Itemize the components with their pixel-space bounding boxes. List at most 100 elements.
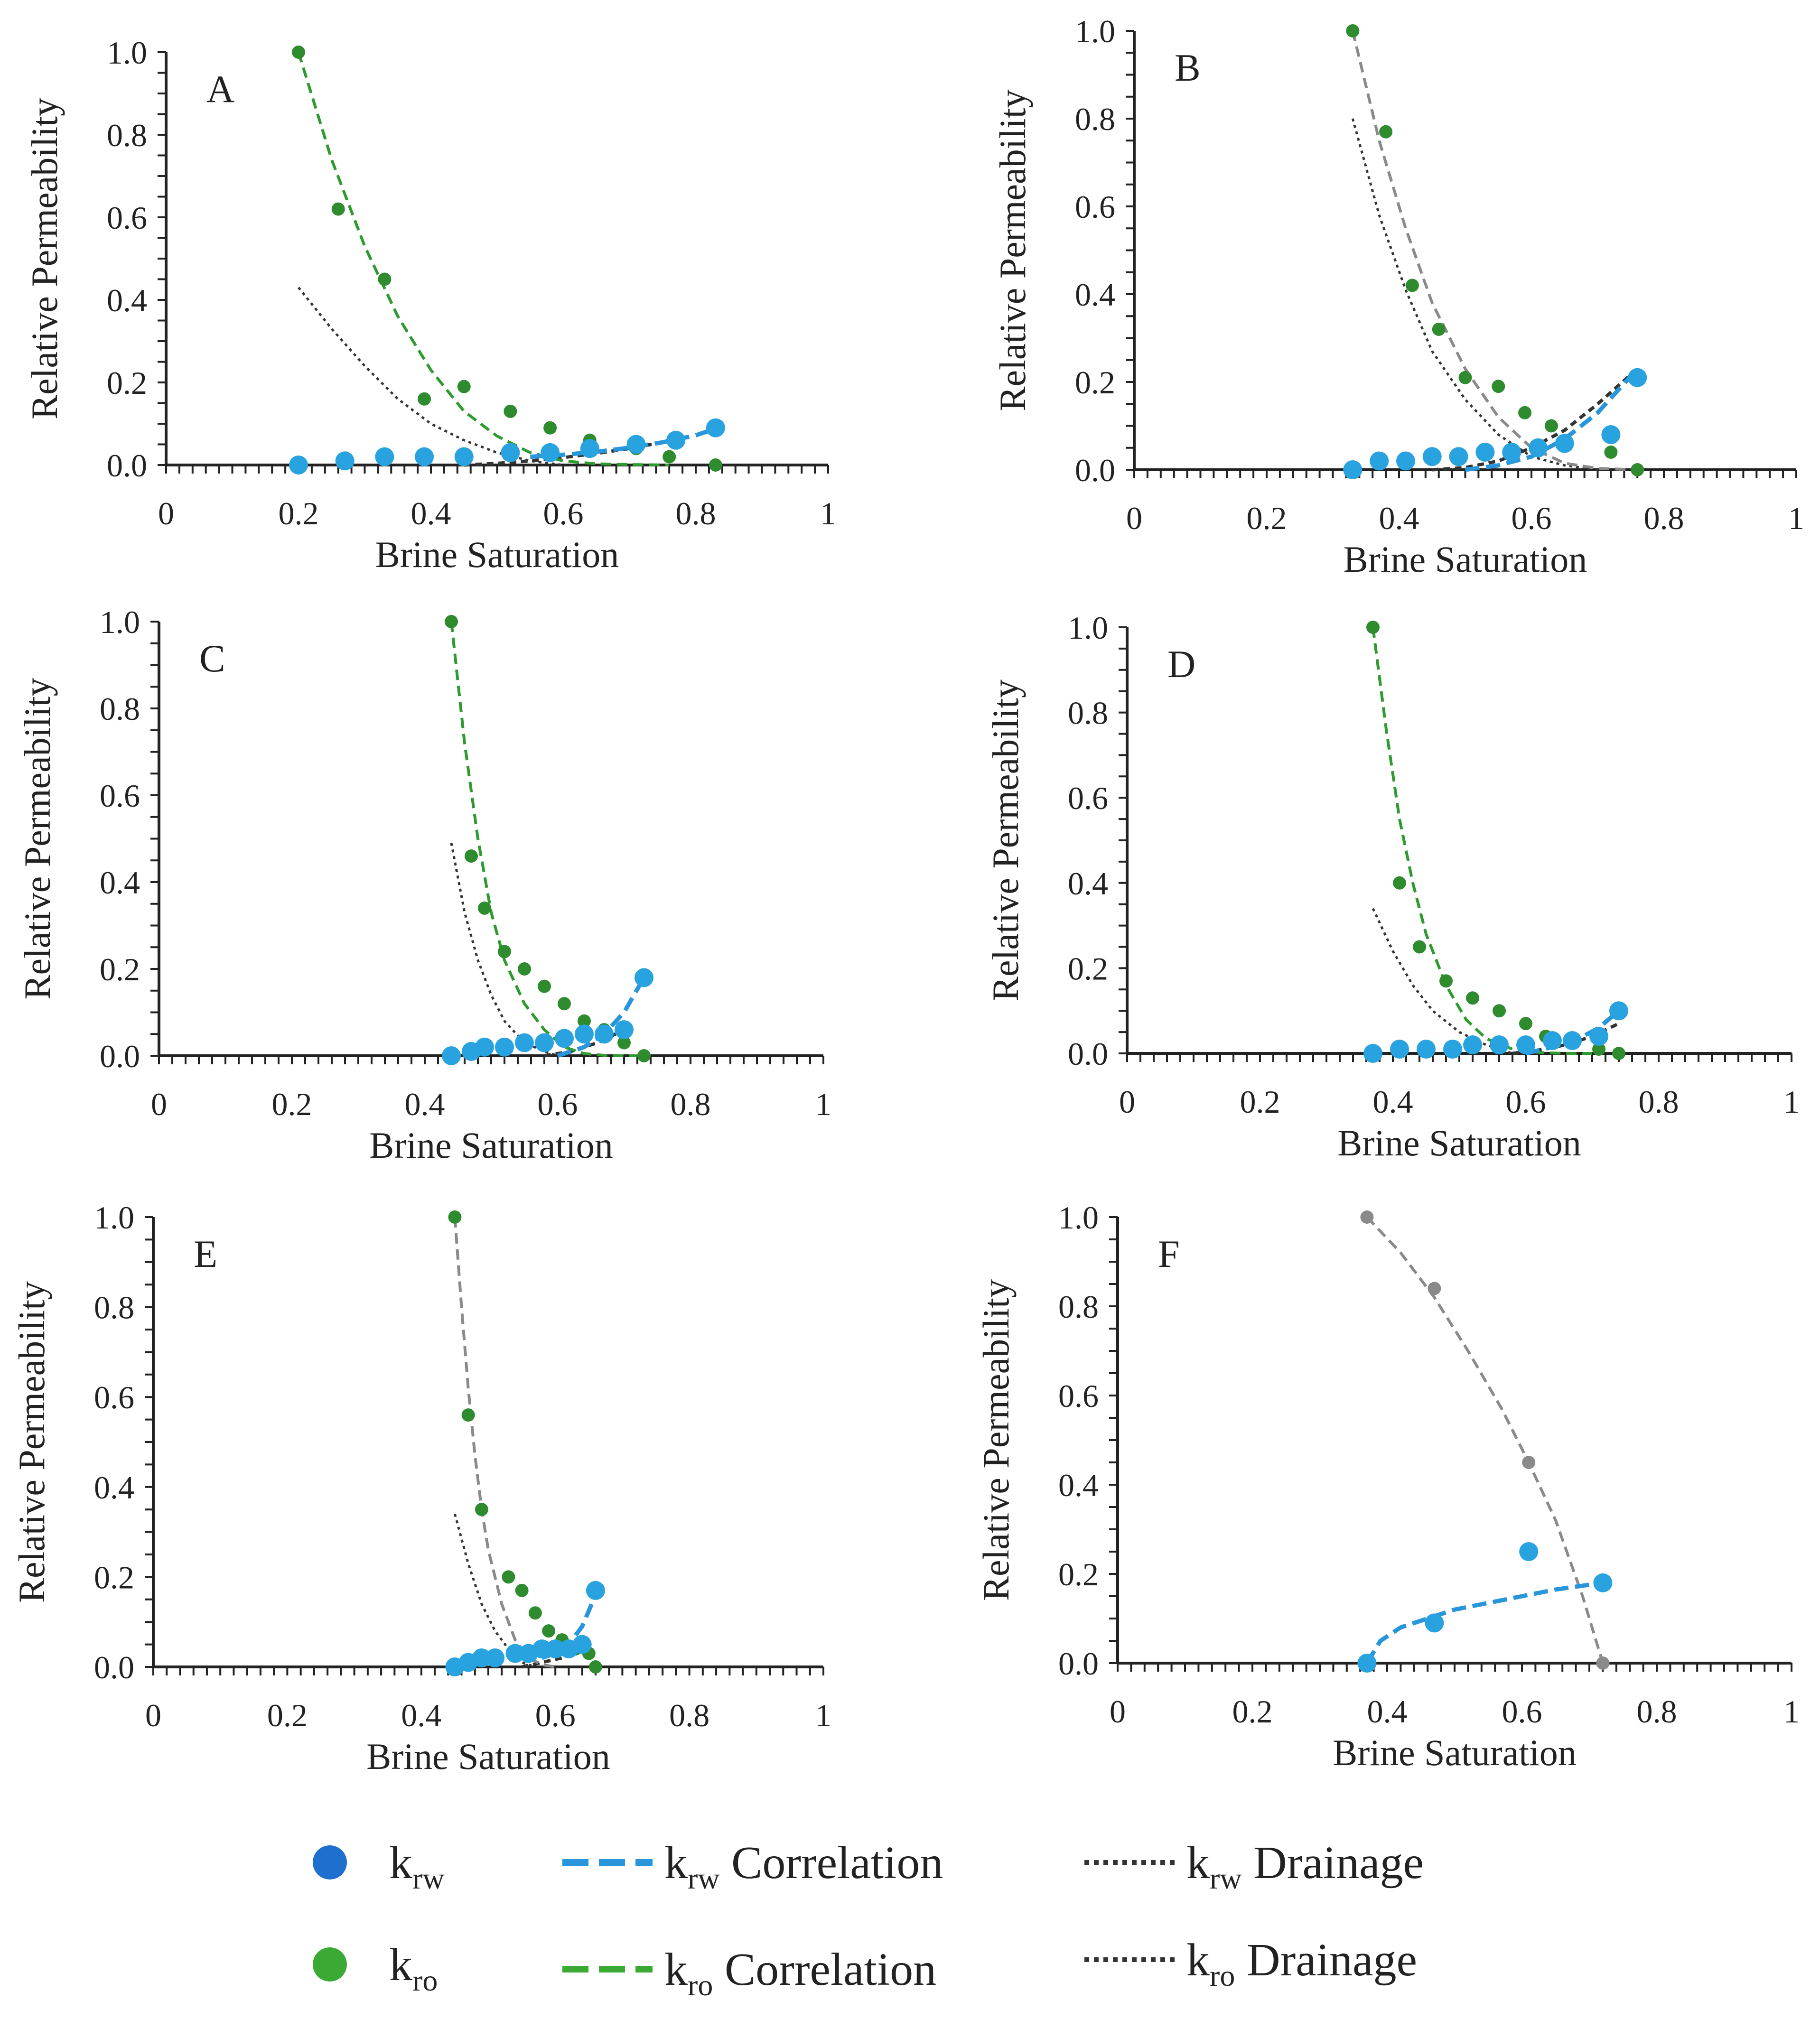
kro-point <box>1544 419 1558 433</box>
x-tick-label: 0.4 <box>405 1086 445 1122</box>
x-tick-label: 1 <box>820 495 836 531</box>
y-tick-label: 0.8 <box>100 691 140 727</box>
x-tick-label: 0.6 <box>1502 1693 1542 1730</box>
krw-point <box>1425 1613 1444 1633</box>
krw-point <box>532 1639 551 1659</box>
kro-point <box>578 1014 591 1028</box>
y-tick-label: 0.6 <box>1075 189 1115 225</box>
kro-point <box>558 997 571 1011</box>
x-axis-title: Brine Saturation <box>366 1736 610 1777</box>
krw-point <box>635 968 653 987</box>
y-tick-label: 0.0 <box>94 1649 134 1685</box>
krw-point <box>1555 434 1574 453</box>
y-tick-label: 0.0 <box>1058 1646 1099 1682</box>
kro-point <box>1612 1047 1625 1060</box>
kro-point <box>1379 125 1393 139</box>
legend-item-krw-correlation: krw Correlation <box>562 1837 943 1895</box>
y-tick-label: 0.6 <box>94 1379 134 1415</box>
x-tick-label: 0.4 <box>1367 1693 1408 1730</box>
y-tick-label: 0.8 <box>107 117 147 153</box>
krw-point <box>415 447 434 466</box>
kro-point <box>538 979 551 993</box>
kro-point <box>543 421 557 435</box>
y-axis-title: Relative Permeability <box>24 98 65 419</box>
x-tick-label: 0 <box>158 495 174 531</box>
legend-item-krw: krw <box>313 1837 445 1895</box>
y-axis-title: Relative Permeability <box>975 1279 1017 1601</box>
x-tick-label: 0.8 <box>1637 1693 1677 1730</box>
kro-point <box>637 1049 651 1062</box>
y-tick-label: 1.0 <box>1075 13 1115 49</box>
y-tick-label: 0.0 <box>1068 1036 1108 1072</box>
legend-item-krw-drainage: krw Drainage <box>1084 1837 1424 1895</box>
chart-panel-e: 0 0.2 0.4 0.6 0.8 1 0.0 0.2 0.4 0.6 0.8 1.0 Brine Sa… <box>11 1200 831 1777</box>
kro-point <box>418 392 431 406</box>
krw-point <box>586 1581 605 1600</box>
x-tick-label: 0.2 <box>272 1086 312 1122</box>
y-tick-label: 0.4 <box>100 865 140 901</box>
x-tick-label: 0.4 <box>401 1697 441 1733</box>
kro-point <box>478 901 491 915</box>
y-tick-label: 0.4 <box>1075 277 1115 313</box>
x-tick-label: 0 <box>1110 1693 1126 1730</box>
krw-point <box>1490 1035 1509 1055</box>
kro-point <box>1466 991 1479 1005</box>
krw-point <box>495 1037 514 1057</box>
legend-kro-marker <box>313 1947 347 1982</box>
krw-point <box>485 1648 505 1668</box>
krw-point <box>1502 443 1521 462</box>
krw-correlation-line <box>1365 1581 1604 1665</box>
x-tick-label: 0 <box>145 1697 161 1733</box>
kro-correlation-line <box>450 621 644 1057</box>
legend: krw krw Correlation krw Drainage kro kro… <box>313 1837 1424 2002</box>
kro-correlation-line <box>1351 30 1638 471</box>
legend-kro-label: kro <box>389 1939 438 1997</box>
legend-kro-correlation-label: kro Correlation <box>664 1944 936 2002</box>
legend-item-kro-drainage: kro Drainage <box>1084 1935 1417 1992</box>
y-tick-label: 0.6 <box>1058 1378 1099 1414</box>
chart-panel-c: 0 0.2 0.4 0.6 0.8 1 0.0 0.2 0.4 0.6 0.8 1.0 Brine Sa… <box>17 604 831 1166</box>
chart-panel-f: 0 0.2 0.4 0.6 0.8 1 0.0 0.2 0.4 0.6 0.8 1.0 Brine Sa… <box>975 1200 1800 1773</box>
chart-panel-b: 0 0.2 0.4 0.6 0.8 1 0.0 0.2 0.4 0.6 0.8 1.0 Brine Sa… <box>992 13 1804 580</box>
y-tick-label: 1.0 <box>94 1200 134 1236</box>
kro-point <box>1518 406 1532 419</box>
x-axis-title: Brine Saturation <box>1337 1122 1581 1163</box>
legend-kro-drainage-label: kro Drainage <box>1186 1935 1417 1992</box>
chart-panels: 0 0.2 0.4 0.6 0.8 1 0.0 0.2 0.4 0.6 0.8 1.0 Brine Sa… <box>11 13 1804 1777</box>
krw-point <box>575 1024 594 1044</box>
kro-point <box>1596 1656 1610 1670</box>
kro-point <box>1346 24 1360 37</box>
x-tick-label: 0.2 <box>1240 1084 1280 1120</box>
kro-point <box>1592 1042 1605 1056</box>
y-tick-label: 0.6 <box>1068 780 1108 816</box>
panel-label-e: E <box>194 1232 217 1275</box>
krw-point <box>580 439 599 458</box>
x-tick-label: 0.4 <box>411 495 451 531</box>
y-tick-label: 0.8 <box>1075 101 1115 137</box>
x-tick-label: 0.6 <box>1506 1084 1546 1120</box>
krw-point <box>1519 1542 1539 1561</box>
y-tick-label: 0.2 <box>1075 364 1115 400</box>
x-tick-label: 0.2 <box>279 495 319 531</box>
kro-point <box>1432 323 1446 336</box>
kro-point <box>1428 1282 1441 1295</box>
panel-label-d: D <box>1167 642 1195 686</box>
krw-point <box>1601 425 1621 444</box>
kro-point <box>1360 1210 1374 1224</box>
panel-label-a: A <box>206 67 234 111</box>
x-tick-label: 0 <box>1119 1084 1135 1120</box>
kro-point <box>1439 974 1453 988</box>
legend-krw-label: krw <box>389 1837 445 1895</box>
krw-point <box>626 435 646 454</box>
x-tick-label: 0.6 <box>535 1697 576 1733</box>
kro-point <box>663 450 676 464</box>
krw-point <box>1475 443 1495 462</box>
y-tick-label: 1.0 <box>107 35 147 71</box>
legend-krw-drainage-label: krw Drainage <box>1186 1837 1424 1895</box>
y-tick-label: 0.2 <box>94 1559 134 1595</box>
x-axis-title: Brine Saturation <box>369 1125 613 1166</box>
kro-point <box>1413 940 1426 954</box>
y-axis-title: Relative Permeability <box>985 679 1026 1001</box>
x-tick-label: 1 <box>815 1086 831 1122</box>
kro-point <box>1366 621 1380 634</box>
